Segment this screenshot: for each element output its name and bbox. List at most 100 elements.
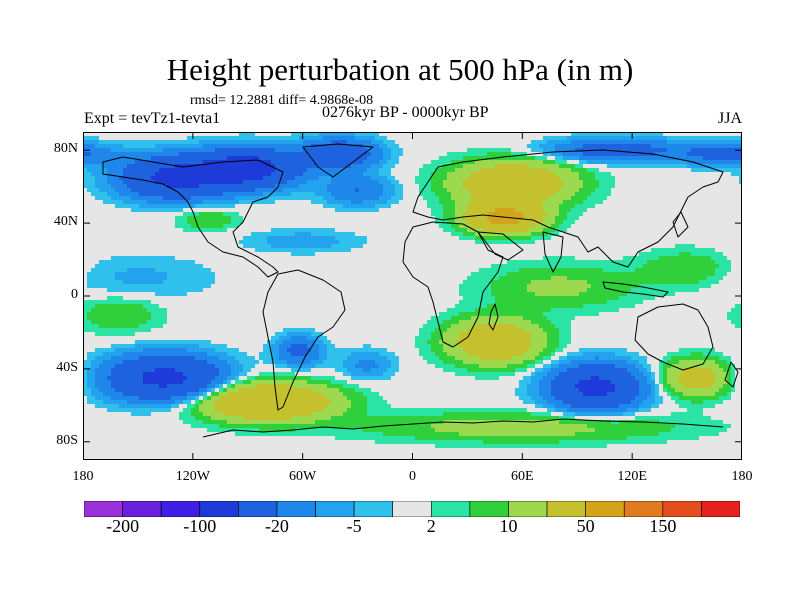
field-cell [183, 152, 187, 156]
field-cell [347, 196, 351, 200]
field-cell [543, 232, 547, 236]
field-cell [299, 148, 303, 152]
field-cell [107, 208, 111, 212]
field-cell [539, 164, 543, 168]
field-cell [355, 240, 359, 244]
field-cell [111, 148, 115, 152]
field-cell [335, 216, 339, 220]
field-cell [267, 228, 271, 232]
field-cell [463, 180, 467, 184]
field-cell [691, 216, 695, 220]
field-cell [667, 152, 671, 156]
field-cell [231, 232, 235, 236]
field-cell [431, 224, 435, 228]
field-cell [603, 236, 607, 240]
field-cell [423, 164, 427, 168]
field-cell [223, 156, 227, 160]
field-cell [691, 220, 695, 224]
field-cell [391, 192, 395, 196]
field-cell [303, 220, 307, 224]
field-cell [307, 212, 311, 216]
field-cell [599, 164, 603, 168]
field-cell [587, 148, 591, 152]
field-cell [251, 236, 255, 240]
field-cell [651, 136, 655, 140]
field-cell [263, 180, 267, 184]
field-cell [463, 168, 467, 172]
field-cell [507, 212, 511, 216]
field-cell [495, 164, 499, 168]
field-cell [191, 148, 195, 152]
field-cell [311, 208, 315, 212]
field-cell [499, 228, 503, 232]
field-cell [223, 136, 227, 140]
field-cell [531, 184, 535, 188]
field-cell [703, 188, 707, 192]
field-cell [499, 240, 503, 244]
field-cell [271, 164, 275, 168]
field-cell [91, 132, 95, 136]
field-cell [647, 220, 651, 224]
field-cell [627, 228, 631, 232]
field-cell [99, 160, 103, 164]
field-cell [331, 244, 335, 248]
field-cell [187, 212, 191, 216]
field-cell [323, 236, 327, 240]
field-cell [683, 204, 687, 208]
field-cell [671, 240, 675, 244]
field-cell [315, 228, 319, 232]
field-cell [623, 224, 627, 228]
field-cell [243, 236, 247, 240]
field-cell [507, 188, 511, 192]
field-cell [475, 168, 479, 172]
field-cell [679, 220, 683, 224]
field-cell [407, 144, 411, 148]
field-cell [643, 212, 647, 216]
field-cell [479, 176, 483, 180]
field-cell [391, 140, 395, 144]
field-cell [539, 236, 543, 240]
field-cell [703, 216, 707, 220]
field-cell [475, 192, 479, 196]
field-cell [199, 176, 203, 180]
field-cell [431, 160, 435, 164]
field-cell [159, 240, 163, 244]
field-cell [215, 212, 219, 216]
field-cell [527, 188, 531, 192]
field-cell [255, 160, 259, 164]
field-cell [639, 200, 643, 204]
field-cell [551, 204, 555, 208]
field-cell [163, 180, 167, 184]
field-cell [539, 148, 543, 152]
field-cell [647, 176, 651, 180]
field-cell [427, 236, 431, 240]
field-cell [647, 192, 651, 196]
field-cell [575, 188, 579, 192]
field-cell [327, 156, 331, 160]
field-cell [647, 132, 651, 136]
field-cell [315, 172, 319, 176]
field-cell [711, 232, 715, 236]
field-cell [575, 244, 579, 248]
field-cell [263, 192, 267, 196]
field-cell [227, 192, 231, 196]
field-cell [95, 224, 99, 228]
field-cell [367, 132, 371, 136]
field-cell [523, 232, 527, 236]
field-cell [271, 224, 275, 228]
field-cell [643, 200, 647, 204]
field-cell [483, 172, 487, 176]
field-cell [111, 248, 115, 252]
field-cell [211, 168, 215, 172]
field-cell [179, 176, 183, 180]
field-cell [439, 228, 443, 232]
field-cell [379, 236, 383, 240]
field-cell [571, 224, 575, 228]
field-cell [183, 240, 187, 244]
field-cell [171, 168, 175, 172]
field-cell [503, 196, 507, 200]
field-cell [603, 228, 607, 232]
field-cell [587, 168, 591, 172]
field-cell [175, 212, 179, 216]
field-cell [347, 176, 351, 180]
